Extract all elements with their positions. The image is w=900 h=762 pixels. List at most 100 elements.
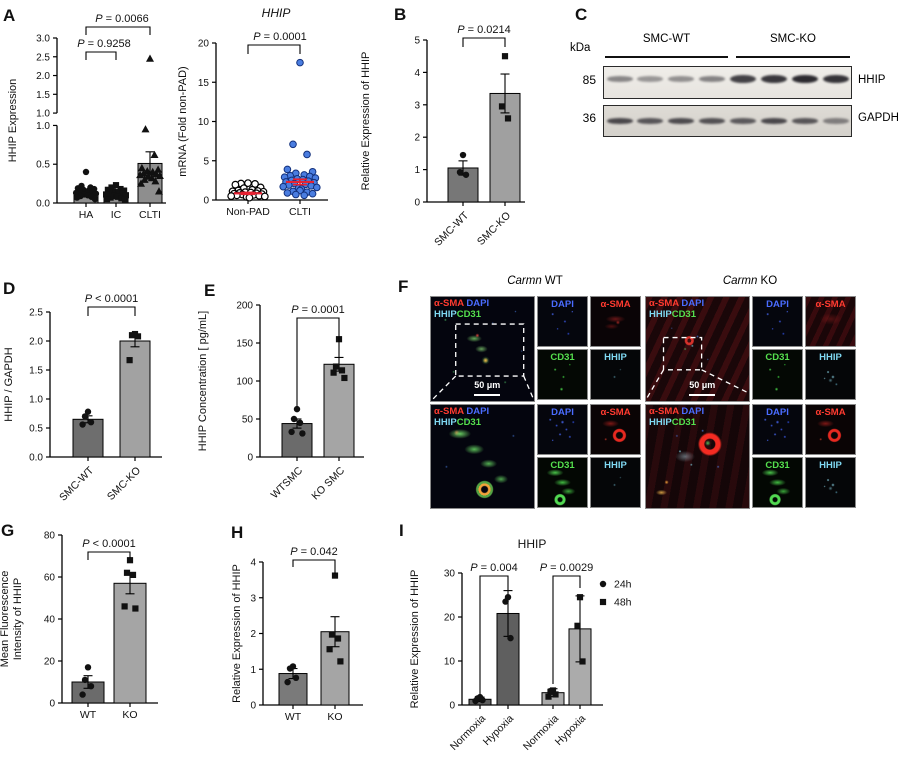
chart-b: 0 1 2 3 4 5 Relative Expression of HHIP SMC-WT S…: [355, 0, 537, 271]
svg-text:30: 30: [444, 569, 456, 580]
channel-label-asma: α-SMA: [815, 299, 846, 310]
svg-text:3.0: 3.0: [36, 34, 50, 45]
blot-band: [637, 76, 664, 82]
svg-text:HHIP Expression: HHIP Expression: [7, 79, 19, 163]
svg-text:1.0: 1.0: [29, 395, 43, 406]
channel-label: HHIP: [434, 417, 457, 428]
svg-text:0: 0: [414, 198, 420, 209]
svg-text:20: 20: [198, 39, 210, 50]
svg-text:24h: 24h: [614, 579, 632, 591]
panel-label-h: H: [231, 523, 244, 542]
micrograph-cd31: CD31: [537, 349, 588, 400]
chart-h: 0 1 2 3 4 Relative Expression of HHIP WT KO P = …: [228, 520, 386, 762]
channel-label-hhip: HHIP: [819, 460, 842, 471]
svg-text:10: 10: [444, 657, 456, 668]
micrograph-merge: α-SMA DAPI HHIPCD31: [645, 404, 750, 509]
svg-text:SMC-KO: SMC-KO: [475, 210, 513, 248]
svg-text:P = 0.004: P = 0.004: [470, 562, 517, 574]
svg-text:15: 15: [198, 78, 210, 89]
scale-bar-label: 50 μm: [689, 380, 716, 391]
blot-band: [791, 118, 818, 124]
blot-band: [699, 76, 726, 82]
group-underline-wt: [605, 56, 728, 58]
mw-marker-85: 85: [582, 73, 596, 87]
micrograph-asma: α-SMA: [590, 296, 641, 347]
svg-text:KO: KO: [327, 711, 342, 723]
svg-text:Relative Expression of HHIP: Relative Expression of HHIP: [231, 564, 243, 703]
channel-label-cd31: CD31: [550, 352, 575, 363]
blot-band: [699, 118, 726, 124]
blot-band: [730, 74, 757, 83]
svg-text:1.0: 1.0: [36, 109, 50, 120]
chart-i: 0 10 20 30 Relative Expression of HHIP Normox…: [398, 518, 700, 762]
channel-label-hhip: HHIP: [604, 460, 627, 471]
svg-text:2.0: 2.0: [29, 337, 43, 348]
svg-text:0: 0: [49, 699, 55, 710]
channel-label-dapi: DAPI: [766, 407, 789, 418]
blot-image-hhip: [603, 66, 852, 99]
svg-text:KO SMC: KO SMC: [309, 464, 347, 502]
svg-text:2.5: 2.5: [36, 52, 50, 63]
channel-label-dapi: DAPI: [551, 299, 574, 310]
svg-text:CLTI: CLTI: [289, 206, 311, 218]
svg-text:HHIP / GAPDH: HHIP / GAPDH: [3, 347, 15, 421]
svg-text:1: 1: [414, 165, 420, 176]
micrograph-merge: α-SMA DAPI HHIPCD31: [430, 404, 535, 509]
svg-text:HA: HA: [79, 209, 94, 221]
channel-label: DAPI: [463, 406, 490, 417]
svg-text:P < 0.0001: P < 0.0001: [82, 538, 136, 550]
carmn-ko-title: Carmn KO: [645, 275, 855, 287]
carmn-wt-italic: Carmn: [507, 275, 542, 287]
svg-text:Intensity of HHIP: Intensity of HHIP: [12, 578, 24, 661]
channel-label: DAPI: [678, 406, 705, 417]
kda-unit-label: kDa: [570, 42, 591, 54]
channel-label: α-SMA: [434, 298, 464, 309]
channel-label: HHIP: [649, 309, 672, 320]
channel-label: DAPI: [678, 298, 705, 309]
channel-label-hhip: HHIP: [819, 352, 842, 363]
svg-text:Non-PAD: Non-PAD: [226, 206, 270, 218]
svg-text:P = 0.0066: P = 0.0066: [95, 13, 149, 25]
channel-label: α-SMA: [434, 406, 464, 417]
lane-group-label-smc-ko: SMC-KO: [770, 33, 816, 45]
channel-label: CD31: [671, 309, 696, 320]
channel-label: HHIP: [649, 417, 672, 428]
blot-band: [822, 118, 849, 124]
svg-text:P = 0.0214: P = 0.0214: [457, 24, 511, 36]
svg-text:4: 4: [250, 558, 256, 569]
zoom-callout-overlay: [431, 297, 534, 401]
scale-bar: 50 μm: [474, 375, 500, 396]
micrograph-merge: α-SMA DAPI HHIPCD31 50 μm: [645, 296, 750, 402]
target-label-hhip: HHIP: [858, 74, 886, 86]
channel-label: α-SMA: [649, 406, 679, 417]
micrograph-hhip: HHIP: [805, 349, 856, 400]
svg-text:3: 3: [250, 593, 256, 604]
micrograph-cd31: CD31: [752, 349, 803, 400]
zoom-callout-overlay: [646, 297, 749, 401]
blot-band: [730, 118, 757, 124]
svg-text:0: 0: [449, 701, 455, 712]
svg-text:0.0: 0.0: [29, 453, 43, 464]
svg-text:KO: KO: [122, 709, 137, 721]
channel-label-cd31: CD31: [765, 352, 790, 363]
svg-text:200: 200: [236, 301, 253, 312]
merge-channel-labels: α-SMA DAPI HHIPCD31: [649, 406, 704, 428]
svg-text:1.5: 1.5: [36, 90, 50, 101]
svg-text:P = 0.042: P = 0.042: [290, 546, 337, 558]
channel-label-asma: α-SMA: [600, 299, 631, 310]
svg-text:Mean Fluorescence: Mean Fluorescence: [0, 571, 11, 668]
scale-bar-line: [474, 394, 501, 396]
channel-label: CD31: [456, 417, 481, 428]
micrograph-hhip: HHIP: [805, 457, 856, 508]
svg-text:150: 150: [236, 339, 253, 350]
panel-label-g: G: [1, 521, 15, 540]
svg-text:HHIP: HHIP: [262, 6, 291, 20]
channel-label-dapi: DAPI: [551, 407, 574, 418]
micrograph-asma: α-SMA: [590, 404, 641, 455]
channel-label: α-SMA: [649, 298, 679, 309]
channel-label-asma: α-SMA: [815, 407, 846, 418]
panel-label-b: B: [394, 5, 407, 24]
target-label-gapdh: GAPDH: [858, 112, 899, 124]
svg-text:3: 3: [414, 100, 420, 111]
channel-label-cd31: CD31: [550, 460, 575, 471]
